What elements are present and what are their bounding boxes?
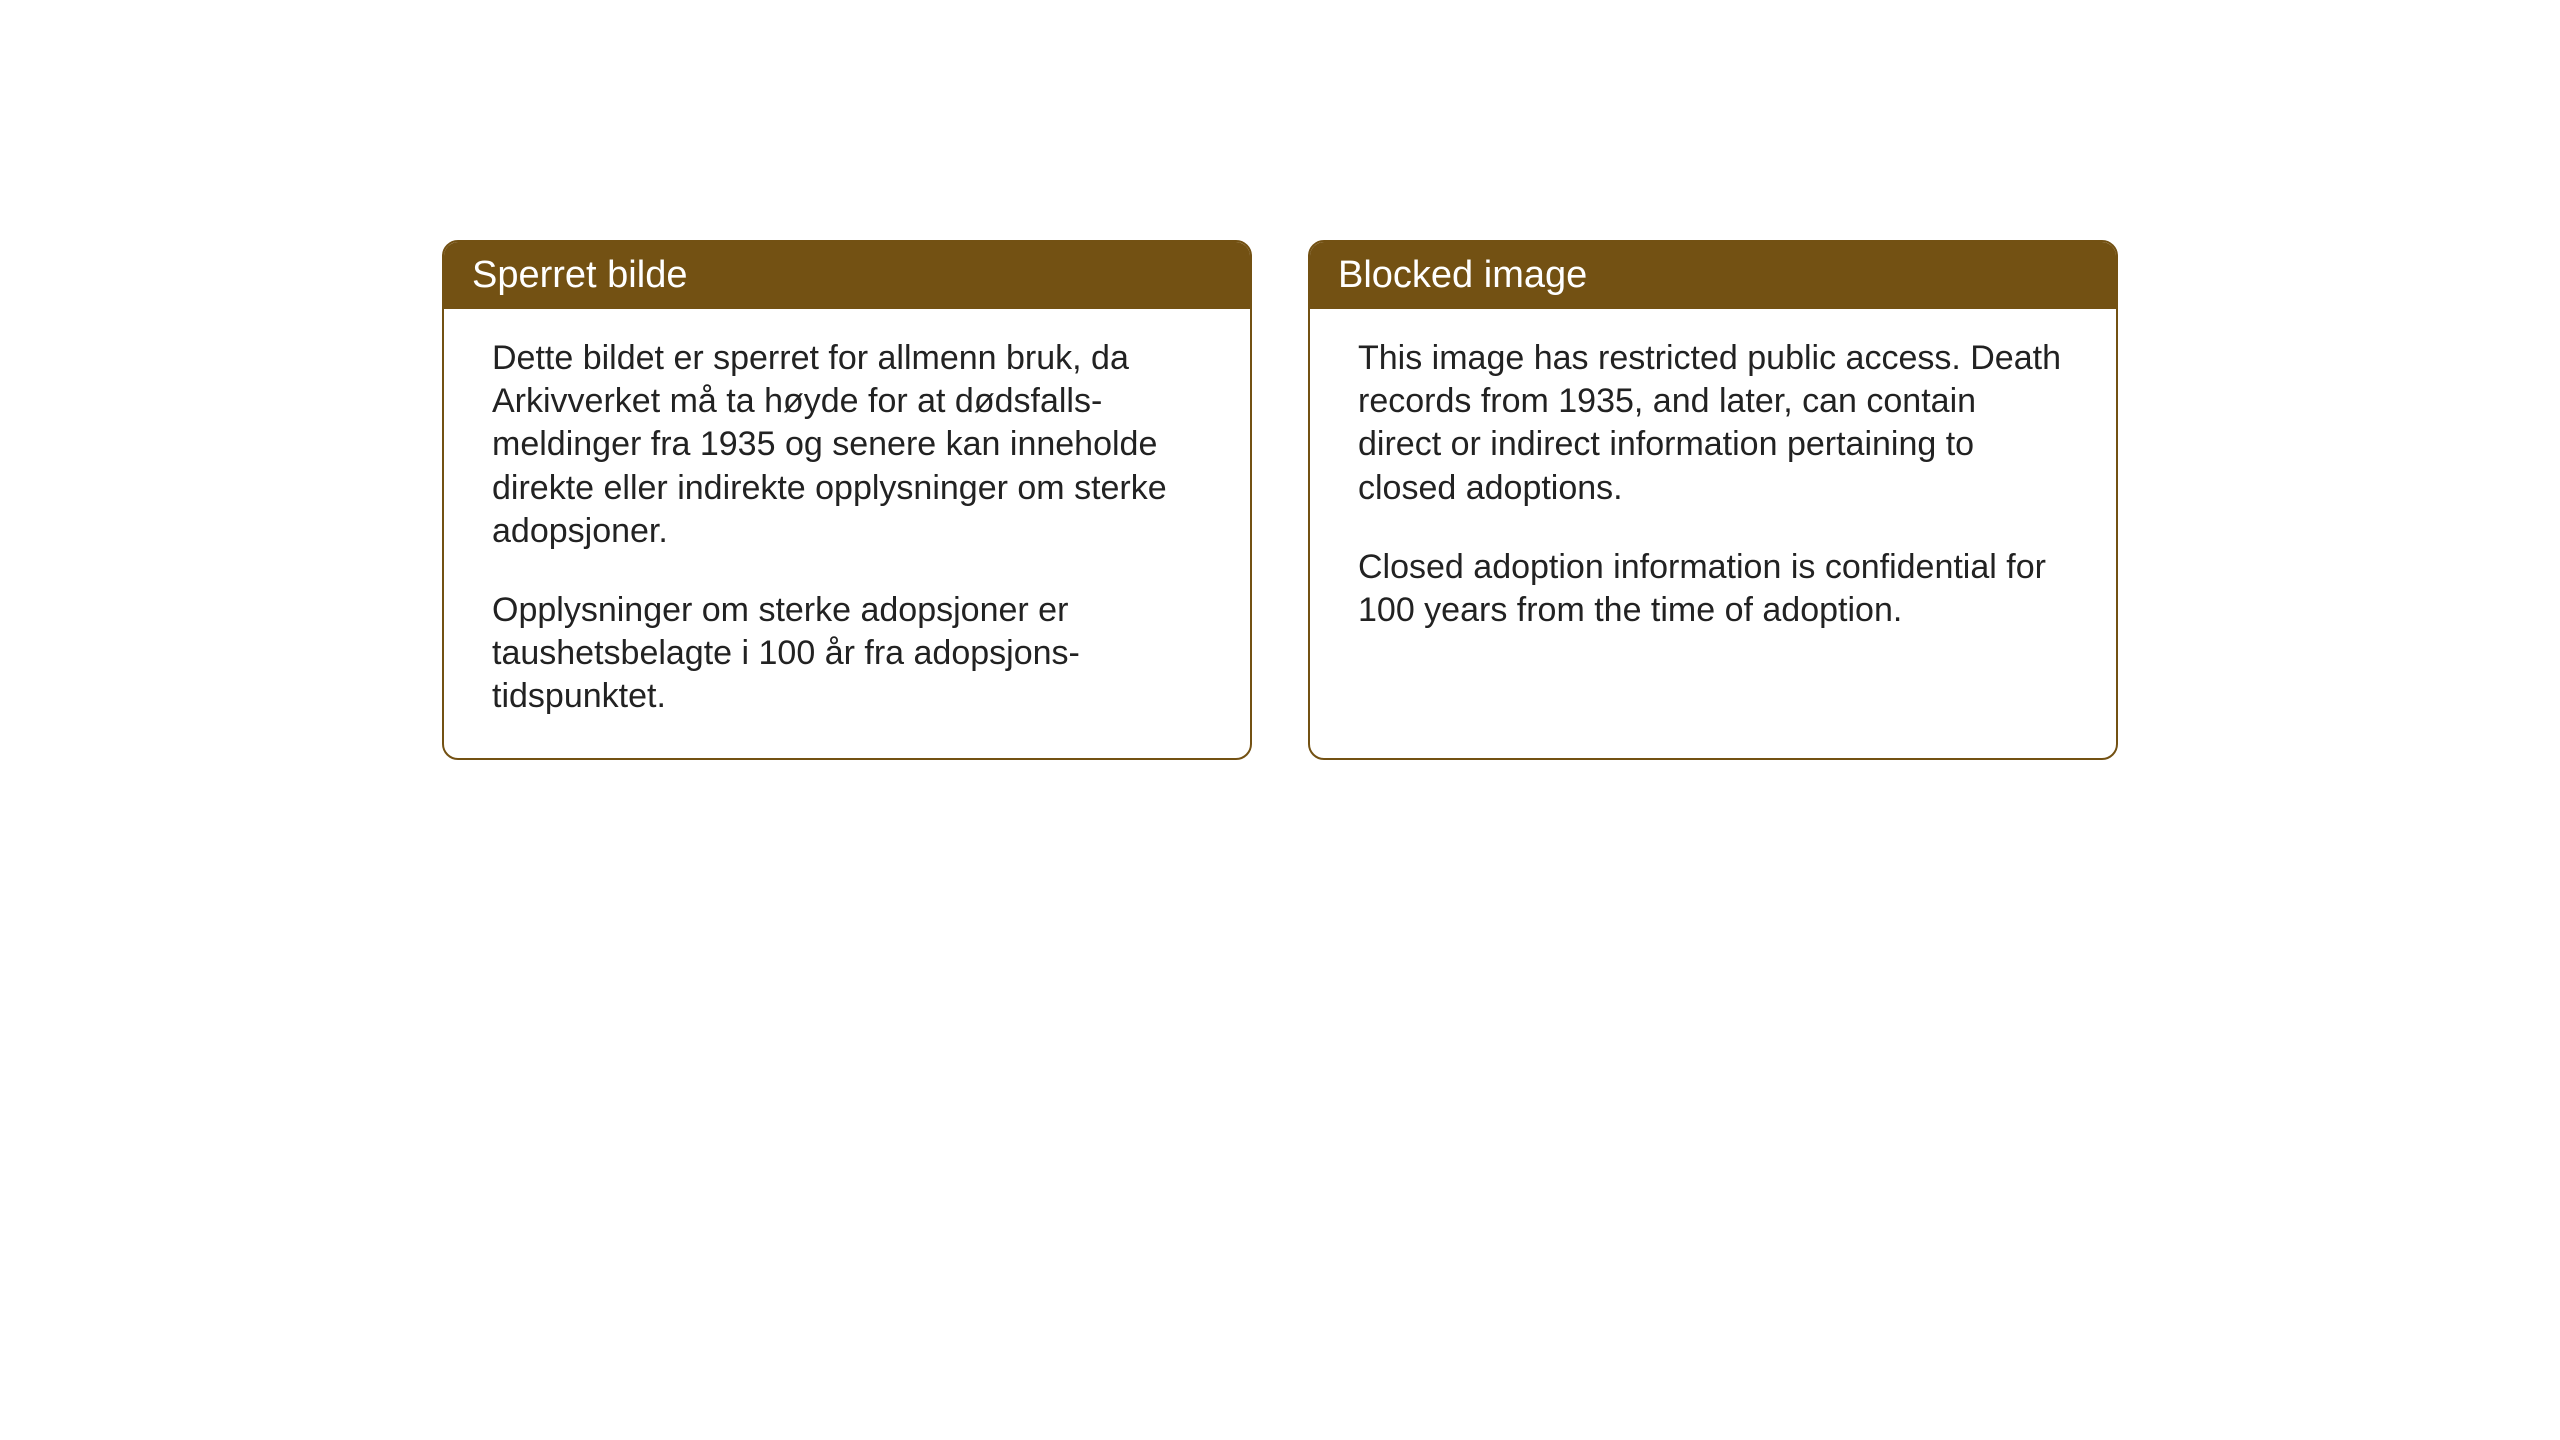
card-title: Blocked image [1338, 254, 1587, 296]
card-paragraph-2: Opplysninger om sterke adopsjoner er tau… [492, 589, 1202, 719]
card-english: Blocked image This image has restricted … [1308, 240, 2118, 760]
card-paragraph-1: This image has restricted public access.… [1358, 337, 2068, 510]
card-header: Blocked image [1310, 242, 2116, 309]
card-paragraph-1: Dette bildet er sperret for allmenn bruk… [492, 337, 1202, 553]
card-title: Sperret bilde [472, 254, 687, 296]
card-paragraph-2: Closed adoption information is confident… [1358, 546, 2068, 632]
cards-container: Sperret bilde Dette bildet er sperret fo… [442, 240, 2118, 760]
card-body: Dette bildet er sperret for allmenn bruk… [444, 309, 1250, 758]
card-norwegian: Sperret bilde Dette bildet er sperret fo… [442, 240, 1252, 760]
card-header: Sperret bilde [444, 242, 1250, 309]
card-body: This image has restricted public access.… [1310, 309, 2116, 672]
